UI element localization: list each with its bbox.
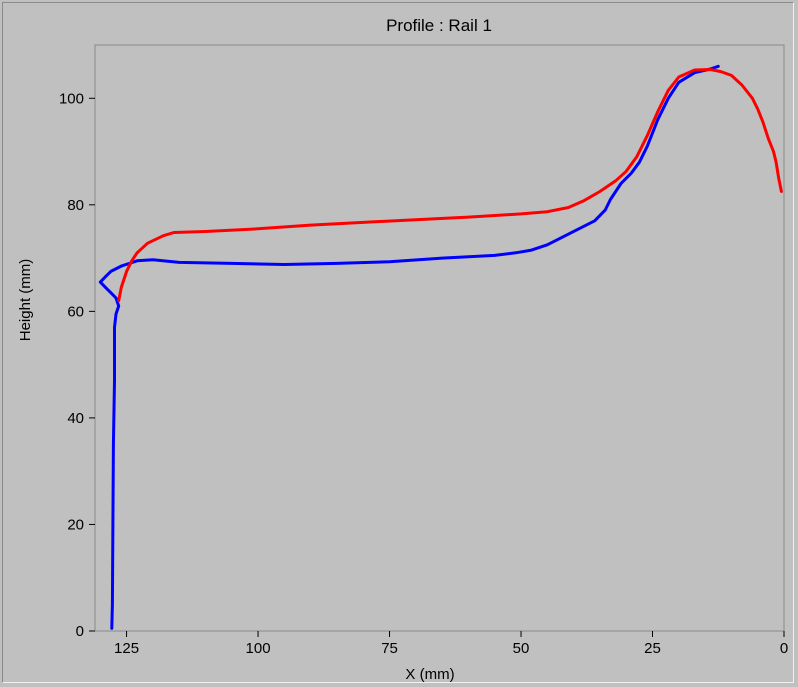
chart-title: Profile : Rail 1	[386, 16, 492, 35]
y-tick-label: 60	[67, 303, 84, 320]
x-tick-label: 50	[513, 640, 530, 657]
series-layer	[98, 64, 783, 630]
series-line-1	[98, 64, 720, 630]
x-tick-label: 25	[644, 640, 661, 657]
y-tick-label: 0	[76, 623, 84, 640]
x-axis-label: X (mm)	[405, 666, 454, 683]
series-line-2	[117, 68, 783, 303]
x-axis: 125 100 75 50 25 0	[114, 631, 788, 657]
y-axis-label: Height (mm)	[17, 259, 34, 342]
y-axis: 0 20 40 60 80 100	[59, 90, 95, 640]
y-tick-label: 20	[67, 516, 84, 533]
x-tick-label: 125	[114, 640, 139, 657]
y-tick-label: 40	[67, 410, 84, 427]
y-tick-label: 80	[67, 197, 84, 214]
x-tick-label: 0	[780, 640, 788, 657]
plot-area	[94, 44, 785, 632]
y-tick-label: 100	[59, 90, 84, 107]
x-tick-label: 75	[381, 640, 398, 657]
x-tick-label: 100	[246, 640, 271, 657]
